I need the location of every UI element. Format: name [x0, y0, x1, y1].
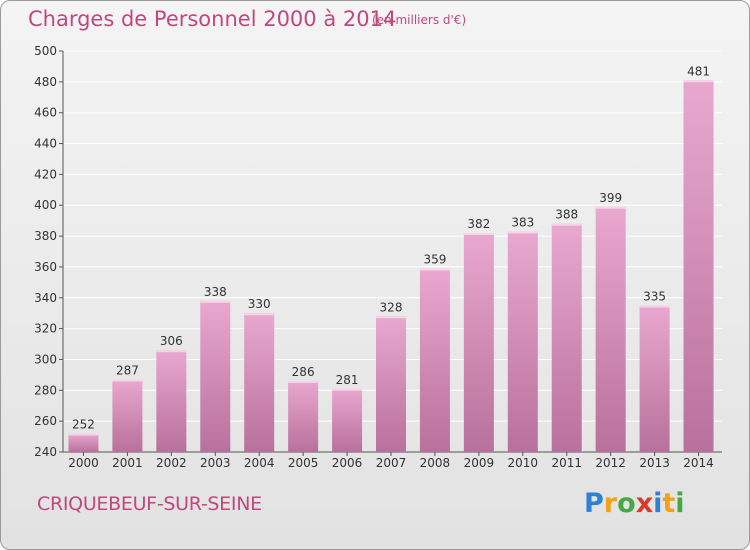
- logo-letter: t: [662, 488, 676, 519]
- value-label-2011: 388: [555, 208, 578, 222]
- bar-2005: [288, 381, 319, 452]
- bar-2011: [551, 223, 582, 452]
- x-tick-label-2014: 2014: [683, 456, 714, 470]
- value-label-2012: 399: [599, 191, 622, 205]
- x-tick-label-2003: 2003: [200, 456, 231, 470]
- x-tick-label-2013: 2013: [639, 456, 670, 470]
- y-tick-label: 440: [34, 137, 57, 151]
- bar-2000: [68, 433, 99, 452]
- y-tick-label: 360: [34, 260, 57, 274]
- x-tick-label-2006: 2006: [332, 456, 363, 470]
- y-tick-label: 460: [34, 106, 57, 120]
- value-label-2007: 328: [380, 300, 403, 314]
- y-tick-label: 320: [34, 322, 57, 336]
- chart-subtitle: (en milliers d'€): [372, 13, 467, 27]
- x-axis-labels: 2000 2001 2002 2003 2004 2005 2006 2007 2008 2009…: [68, 452, 714, 470]
- bar-2007: [376, 316, 406, 452]
- value-label-2006: 281: [336, 373, 359, 387]
- value-label-2005: 286: [292, 365, 315, 379]
- bar-2001: [112, 379, 143, 452]
- value-label-2004: 330: [248, 297, 271, 311]
- value-label-2010: 383: [511, 215, 534, 229]
- x-tick-label-2007: 2007: [376, 456, 407, 470]
- y-tick-label: 240: [34, 445, 57, 459]
- x-tick-label-2009: 2009: [464, 456, 495, 470]
- bar-2004: [244, 313, 275, 452]
- y-tick-label: 260: [34, 414, 57, 428]
- bar-2002: [156, 350, 187, 452]
- value-label-2000: 252: [72, 417, 95, 431]
- bar-2013: [639, 305, 670, 452]
- bar-2012: [595, 206, 626, 452]
- logo-letter: r: [603, 488, 618, 519]
- y-tick-label: 400: [34, 198, 57, 212]
- x-tick-label-2001: 2001: [112, 456, 143, 470]
- y-tick-label: 500: [34, 44, 57, 58]
- value-label-2001: 287: [116, 364, 139, 378]
- x-tick-label-2000: 2000: [68, 456, 99, 470]
- bar-2009: [463, 232, 494, 452]
- value-label-2002: 306: [160, 334, 183, 348]
- value-label-2014: 481: [687, 64, 710, 78]
- x-tick-label-2002: 2002: [156, 456, 187, 470]
- bars: 252 287 306 338 330 286 281 328 359 382 383 388 399 3…: [68, 64, 714, 453]
- proxiti-logo: Proxiti: [584, 488, 685, 519]
- y-tick-label: 300: [34, 352, 57, 366]
- y-tick-label: 480: [34, 75, 57, 89]
- logo-letter: i: [675, 488, 685, 519]
- x-tick-label-2004: 2004: [244, 456, 275, 470]
- y-tick-label: 280: [34, 383, 57, 397]
- logo-letter: x: [635, 488, 654, 519]
- logo-letter: P: [584, 488, 604, 519]
- y-tick-label: 340: [34, 291, 57, 305]
- y-tick-label: 420: [34, 167, 57, 181]
- value-label-2003: 338: [204, 285, 227, 299]
- bar-2003: [200, 300, 231, 452]
- value-label-2008: 359: [423, 252, 446, 266]
- y-tick-label: 380: [34, 229, 57, 243]
- value-label-2013: 335: [643, 289, 666, 303]
- logo-letter: o: [617, 488, 636, 519]
- x-tick-label-2008: 2008: [420, 456, 451, 470]
- x-tick-label-2012: 2012: [595, 456, 626, 470]
- x-tick-label-2005: 2005: [288, 456, 319, 470]
- x-tick-label-2011: 2011: [551, 456, 582, 470]
- chart-title: Charges de Personnel 2000 à 2014: [28, 7, 397, 31]
- city-name: CRIQUEBEUF-SUR-SEINE: [37, 493, 262, 515]
- logo-letter: i: [653, 488, 663, 519]
- bar-2008: [419, 268, 450, 452]
- x-tick-label-2010: 2010: [508, 456, 539, 470]
- value-label-2009: 382: [467, 217, 490, 231]
- bar-2006: [332, 388, 363, 452]
- bar-2014: [683, 80, 714, 453]
- bar-2010: [507, 231, 538, 452]
